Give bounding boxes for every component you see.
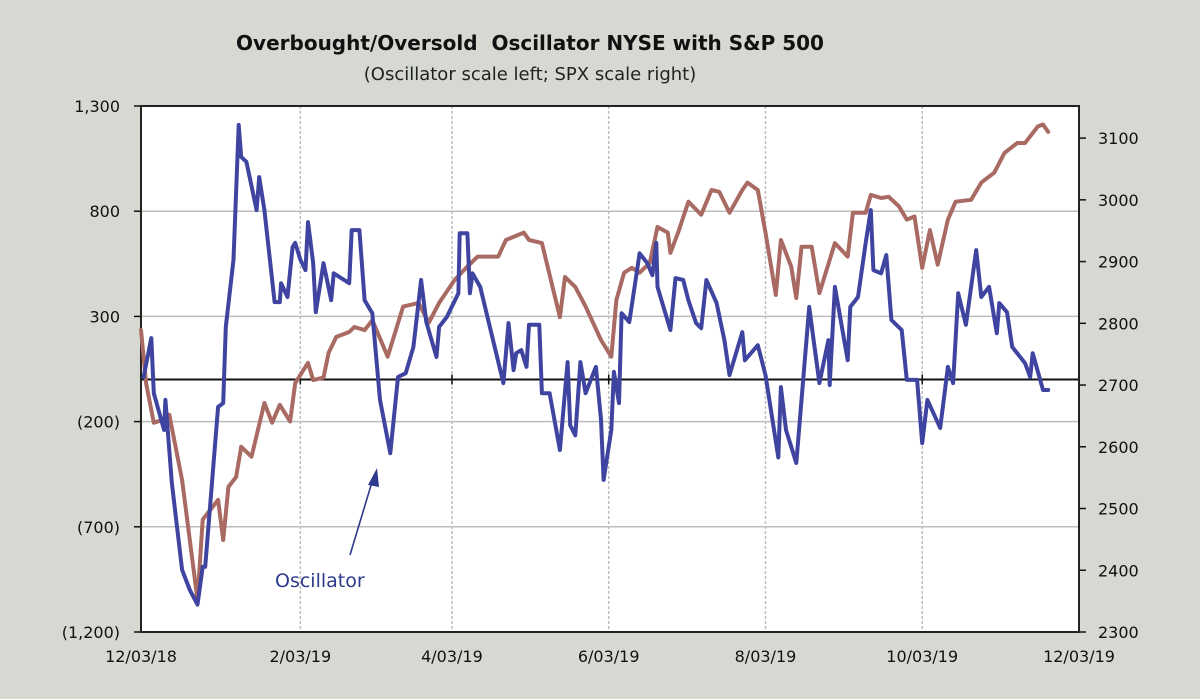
grid	[141, 105, 1079, 632]
left-tick-label: (700)	[77, 518, 120, 537]
left-tick-label: 1,300	[74, 97, 120, 116]
left-tick-label: (200)	[77, 413, 120, 432]
x-tick-label: 4/03/19	[421, 647, 483, 666]
chart-title: Overbought/Oversold Oscillator NYSE with…	[236, 31, 824, 55]
right-tick-label: 2500	[1098, 500, 1139, 519]
plot-border	[140, 105, 1080, 633]
chart-subtitle: (Oscillator scale left; SPX scale right)	[364, 64, 696, 85]
left-tick-label: 800	[89, 202, 120, 221]
oscillator-line	[141, 122, 1051, 607]
right-tick-label: 2300	[1098, 623, 1139, 642]
right-tick-label: 3100	[1098, 129, 1139, 148]
x-tick-label: 6/03/19	[578, 647, 640, 666]
annotation-arrow-line	[349, 481, 373, 556]
left-tick-label: (1,200)	[62, 623, 120, 642]
left-tick-label: 300	[89, 307, 120, 326]
right-tick-label: 2900	[1098, 253, 1139, 272]
annotation-label: Oscillator	[275, 570, 365, 592]
right-tick-label: 2700	[1098, 376, 1139, 395]
arrowhead-icon	[368, 468, 379, 487]
plot-area	[141, 106, 1079, 632]
x-tick-label: 8/03/19	[735, 647, 797, 666]
x-tick-label: 12/03/19	[1043, 647, 1115, 666]
series-group	[139, 122, 1051, 607]
right-tick-label: 2400	[1098, 561, 1139, 580]
x-tick-label: 12/03/18	[105, 647, 177, 666]
right-tick-label: 2800	[1098, 314, 1139, 333]
axes: 1,300 800 300 (200) (700) (1,200) 3100 3000 2900…	[62, 97, 1139, 666]
x-tick-label: 2/03/19	[269, 647, 331, 666]
right-tick-label: 2600	[1098, 438, 1139, 457]
x-tick-label: 10/03/19	[886, 647, 958, 666]
right-tick-label: 3000	[1098, 191, 1139, 210]
oscillator-annotation: Oscillator	[275, 468, 379, 592]
spx-line	[139, 122, 1051, 602]
